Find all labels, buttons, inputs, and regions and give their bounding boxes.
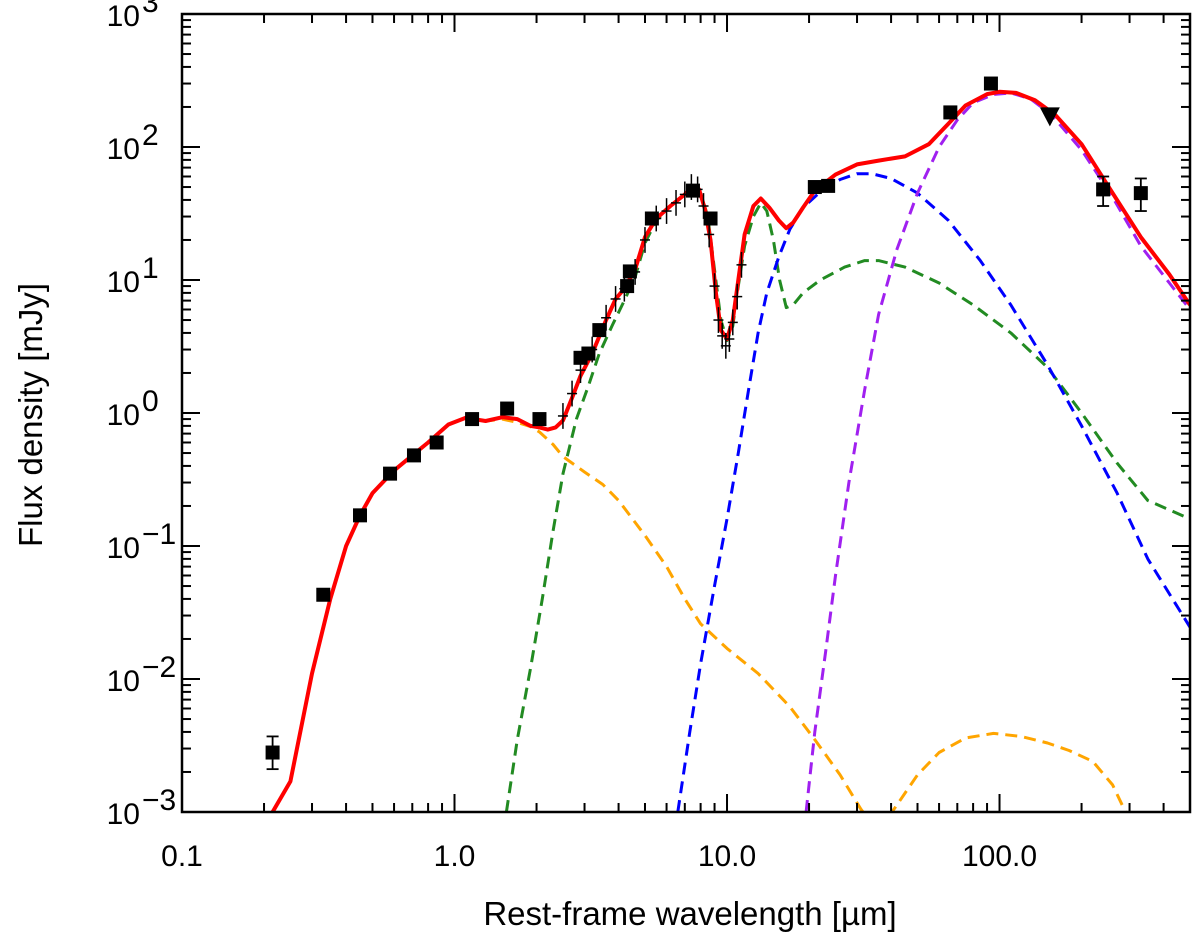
- y-tick-label: 10 −2: [107, 651, 177, 698]
- y-tick-label-exponent: −1: [142, 518, 176, 551]
- photometry-marker: [581, 346, 596, 361]
- photometry-point: [592, 323, 607, 338]
- photometry-point: [406, 448, 421, 463]
- photometry-marker: [821, 178, 836, 193]
- photometry-point: [703, 211, 718, 226]
- photometry-marker: [383, 466, 398, 481]
- photometry-marker: [622, 264, 637, 279]
- photometry-marker: [465, 412, 480, 427]
- photometry-marker: [983, 76, 998, 91]
- photometry-point: [807, 180, 822, 195]
- photometry-point: [644, 211, 659, 226]
- series-line-total-model: [270, 89, 1190, 812]
- spectrum-point: [713, 307, 724, 333]
- y-tick-label-base: 10: [107, 532, 140, 565]
- photometry-point: [620, 279, 635, 294]
- y-tick-label: 10 −3: [107, 784, 177, 831]
- photometry-marker: [620, 279, 635, 294]
- x-tick-label: 0.1: [161, 840, 203, 873]
- photometry-marker: [943, 105, 958, 120]
- spectrum-point: [661, 198, 672, 224]
- y-tick-label-exponent: −3: [142, 784, 176, 817]
- spectrum-point: [698, 193, 709, 219]
- spectrum-point: [727, 309, 738, 336]
- photometry-point: [265, 735, 280, 771]
- spectrum-point: [639, 227, 650, 253]
- photometry-point: [1096, 175, 1111, 207]
- series-line-warm-dust-component: [676, 172, 1190, 812]
- photometry-point: [1133, 177, 1148, 212]
- y-tick-label-base: 10: [107, 665, 140, 698]
- photometry-marker: [353, 508, 368, 523]
- y-tick-label: 10 1: [107, 252, 159, 299]
- series-line-cold-dust-component: [804, 91, 1190, 812]
- photometry-point: [465, 412, 480, 427]
- photometry-marker: [1133, 186, 1148, 201]
- photometry-marker: [644, 211, 659, 226]
- y-tick-label-base: 10: [107, 0, 140, 33]
- photometry-point: [581, 346, 596, 361]
- photometry-marker: [807, 180, 822, 195]
- y-tick-label-exponent: 0: [142, 385, 159, 418]
- spectrum-point: [732, 283, 743, 310]
- spectrum-point: [704, 221, 715, 248]
- photometry-point: [429, 435, 444, 450]
- photometry-point: [383, 466, 398, 481]
- model-curves: [270, 89, 1190, 812]
- x-tick-label: 100.0: [962, 840, 1037, 873]
- spectrum-point: [709, 273, 720, 299]
- y-tick-label-base: 10: [107, 399, 140, 432]
- spectrum-point: [736, 251, 747, 278]
- y-tick-label: 10 0: [107, 385, 159, 432]
- photometry-point: [983, 76, 998, 91]
- photometry-marker: [429, 435, 444, 450]
- y-tick-label-exponent: 1: [142, 252, 159, 285]
- spectrum-point: [557, 403, 568, 429]
- photometry-marker: [406, 448, 421, 463]
- photometry-marker: [592, 323, 607, 338]
- y-tick-label-exponent: 3: [142, 0, 159, 19]
- x-tick-label: 10.0: [698, 840, 756, 873]
- spectrum-point: [671, 189, 682, 216]
- y-tick-label-base: 10: [107, 266, 140, 299]
- photometry-point: [316, 587, 331, 602]
- plot-frame: [180, 12, 1192, 814]
- x-tick-labels: 0.1 1.0 10.0 100.0: [161, 840, 1037, 873]
- y-tick-label-base: 10: [107, 798, 140, 831]
- photometry-marker: [500, 401, 515, 416]
- photometry-marker: [685, 183, 700, 198]
- x-axis-title: Rest-frame wavelength [µm]: [483, 895, 896, 932]
- spectrum-point: [610, 286, 621, 312]
- y-tick-label-exponent: 2: [142, 119, 159, 152]
- series-line-star-forming-component: [504, 186, 1190, 812]
- y-tick-label: 10 2: [107, 119, 159, 166]
- spectrum-point: [567, 380, 578, 407]
- photometry-point: [353, 508, 368, 523]
- photometry-point: [622, 264, 637, 279]
- plot-area: [180, 12, 1192, 814]
- photometry-point: [685, 183, 700, 198]
- photometry-marker: [532, 412, 547, 427]
- y-tick-label: 10 3: [107, 0, 159, 33]
- y-tick-label-exponent: −2: [142, 651, 176, 684]
- photometry-point: [500, 401, 515, 416]
- axis-ticks: [181, 13, 1191, 813]
- photometry-point: [943, 105, 958, 120]
- data-marks: [265, 76, 1148, 771]
- photometry-marker: [703, 211, 718, 226]
- photometry-marker: [265, 745, 280, 760]
- photometry-point: [821, 178, 836, 193]
- photometry-point: [532, 412, 547, 427]
- y-tick-label-base: 10: [107, 133, 140, 166]
- series-line-stellar-component: [271, 416, 1127, 812]
- upper-limit-marker: [1039, 107, 1060, 127]
- x-tick-label: 1.0: [434, 840, 476, 873]
- spectrum-point: [724, 326, 735, 352]
- y-tick-label: 10 −1: [107, 518, 177, 565]
- y-axis-title: Flux density [mJy]: [12, 283, 49, 547]
- photometry-marker: [1096, 182, 1111, 197]
- photometry-marker: [316, 587, 331, 602]
